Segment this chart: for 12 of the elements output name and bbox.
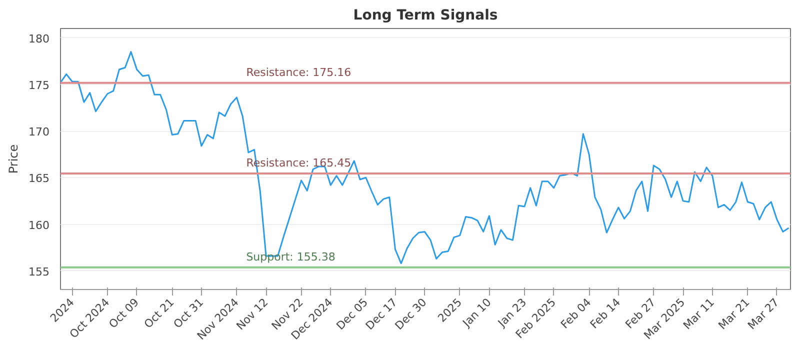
y-axis-title: Price — [6, 144, 21, 174]
y-tick-label: 155 — [28, 265, 50, 278]
y-tick-label: 175 — [28, 78, 50, 92]
line-series — [60, 51, 790, 264]
y-tick-label: 160 — [28, 218, 50, 232]
ref-line-label: Resistance: 175.16 — [246, 66, 352, 79]
y-tick-label: 180 — [28, 32, 50, 46]
chart-title: Long Term Signals — [353, 8, 498, 24]
y-tick-label: 165 — [28, 172, 50, 186]
x-tick-label: Jan 10 — [460, 296, 494, 330]
ref-line-label: Support: 155.38 — [246, 250, 336, 264]
y-tick-label: 170 — [28, 126, 50, 139]
